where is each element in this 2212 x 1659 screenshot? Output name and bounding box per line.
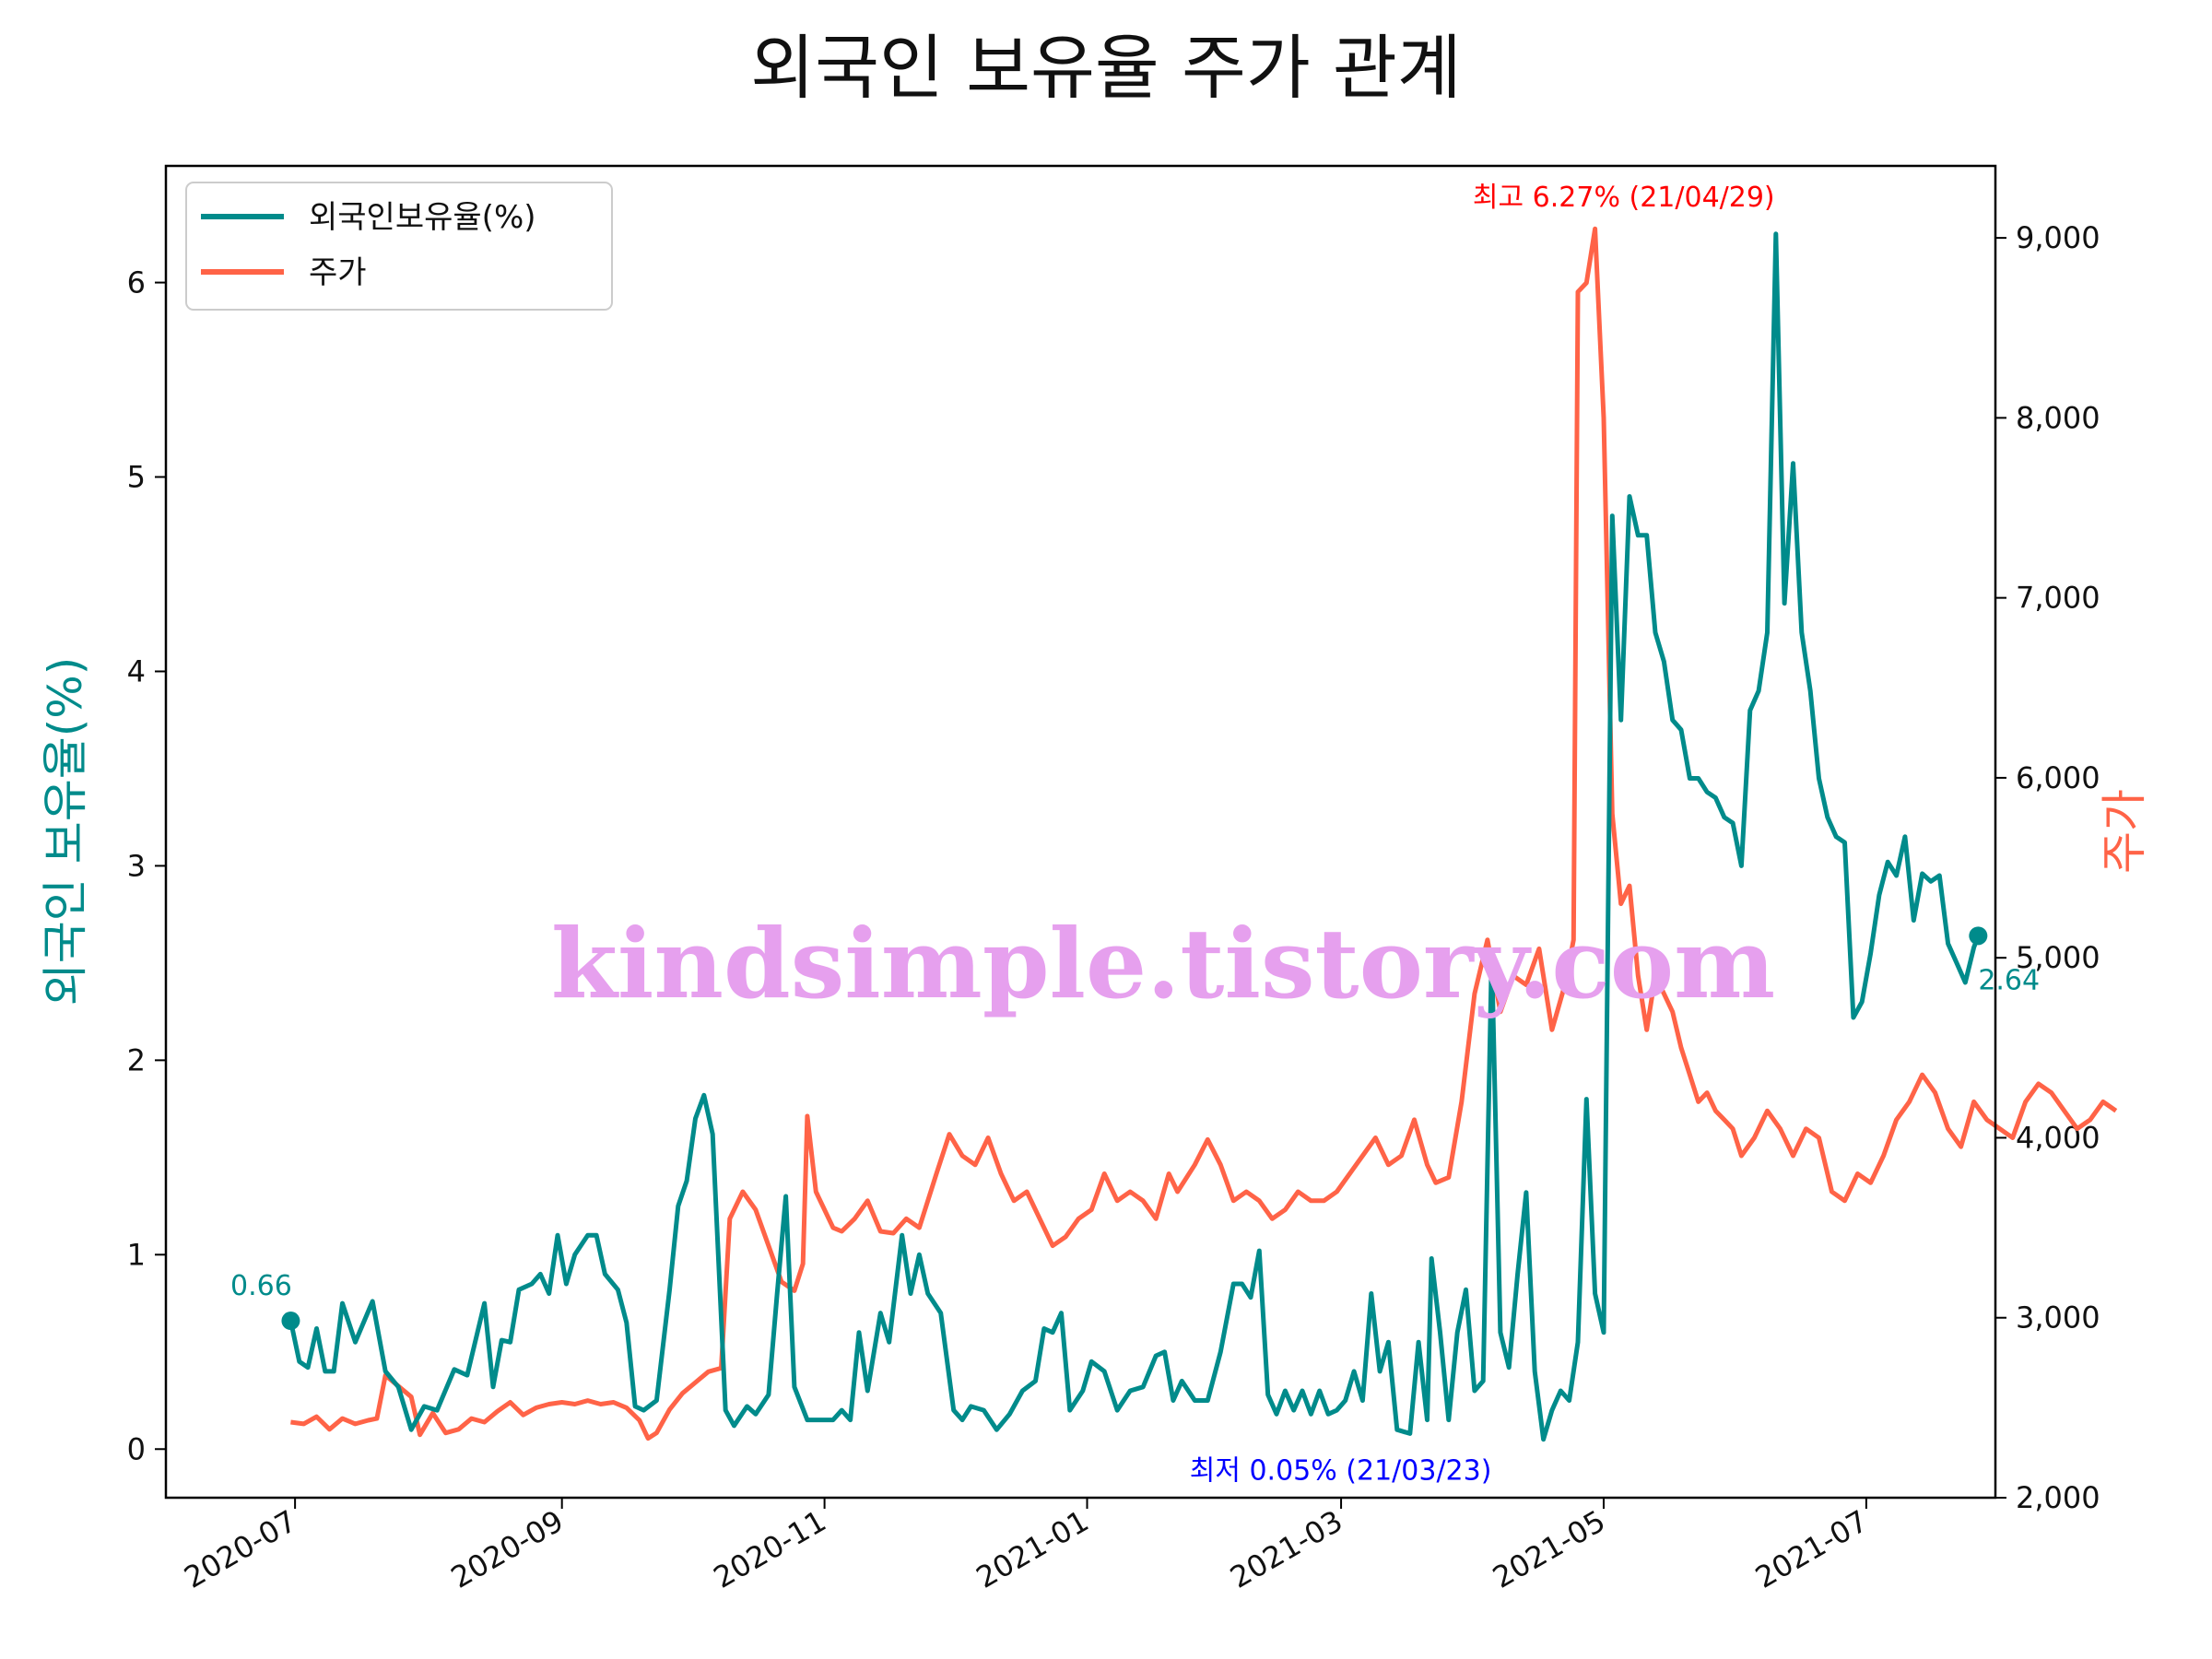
left-y-tick-label: 4: [127, 653, 146, 688]
x-axis-ticks: 2020-07 2020-09 2020-11 2021-01 2021-03 2021-…: [178, 1498, 1874, 1595]
foreign-ratio-line: [288, 231, 1981, 1442]
x-tick-label: 2021-07: [1749, 1503, 1874, 1595]
right-y-tick-label: 6,000: [2016, 760, 2100, 795]
start-value-label: 0.66: [230, 1270, 292, 1302]
x-tick-label: 2021-03: [1224, 1503, 1348, 1595]
min-annotation: 최저 0.05% (21/03/23): [1190, 1455, 1492, 1488]
right-y-tick-label: 7,000: [2016, 581, 2100, 616]
left-y-axis-ticks: 0 1 2 3 4 5 6: [127, 265, 166, 1466]
left-y-tick-label: 1: [127, 1237, 146, 1272]
x-tick-label: 2021-01: [971, 1503, 1095, 1595]
right-y-tick-label: 4,000: [2016, 1120, 2100, 1155]
left-y-tick-label: 2: [127, 1042, 146, 1077]
right-y-axis-ticks: 2,000 3,000 4,000 5,000 6,000 7,000 8,000 9,000: [1995, 220, 2100, 1515]
legend-box: [185, 182, 613, 311]
max-annotation: 최고 6.27% (21/04/29): [1473, 182, 1775, 214]
right-y-tick-label: 2,000: [2016, 1480, 2100, 1515]
price-line: [290, 226, 2118, 1441]
x-tick-label: 2020-09: [445, 1503, 570, 1595]
plot-frame: [164, 164, 1997, 1500]
right-y-tick-label: 3,000: [2016, 1300, 2100, 1335]
left-y-tick-label: 3: [127, 848, 146, 883]
right-y-axis-label: 주가: [2098, 789, 2151, 874]
right-y-tick-label: 5,000: [2016, 940, 2100, 975]
start-point-marker: [281, 1312, 300, 1331]
chart-title: 외국인 보유율 주가 관계: [750, 27, 1462, 109]
end-point-marker: [1969, 926, 1988, 946]
x-tick-label: 2020-11: [708, 1503, 832, 1595]
left-y-tick-label: 5: [127, 460, 146, 495]
left-y-tick-label: 0: [127, 1431, 146, 1466]
right-y-tick-label: 8,000: [2016, 400, 2100, 435]
x-tick-label: 2020-07: [178, 1503, 302, 1595]
watermark: kindsimple.tistory.com: [551, 907, 1775, 1020]
legend-label-price: 주가: [309, 254, 367, 291]
legend-label-foreign-ratio: 외국인보유율(%): [309, 199, 536, 236]
left-y-tick-label: 6: [127, 265, 146, 300]
legend: 외국인보유율(%) 주가: [185, 182, 613, 311]
end-value-label: 2.64: [1978, 964, 2040, 996]
right-y-tick-label: 9,000: [2016, 220, 2100, 255]
series-lines: [288, 226, 2118, 1442]
x-tick-label: 2021-05: [1487, 1503, 1611, 1595]
left-y-axis-label: 외국인 보유율(%): [39, 657, 92, 1006]
